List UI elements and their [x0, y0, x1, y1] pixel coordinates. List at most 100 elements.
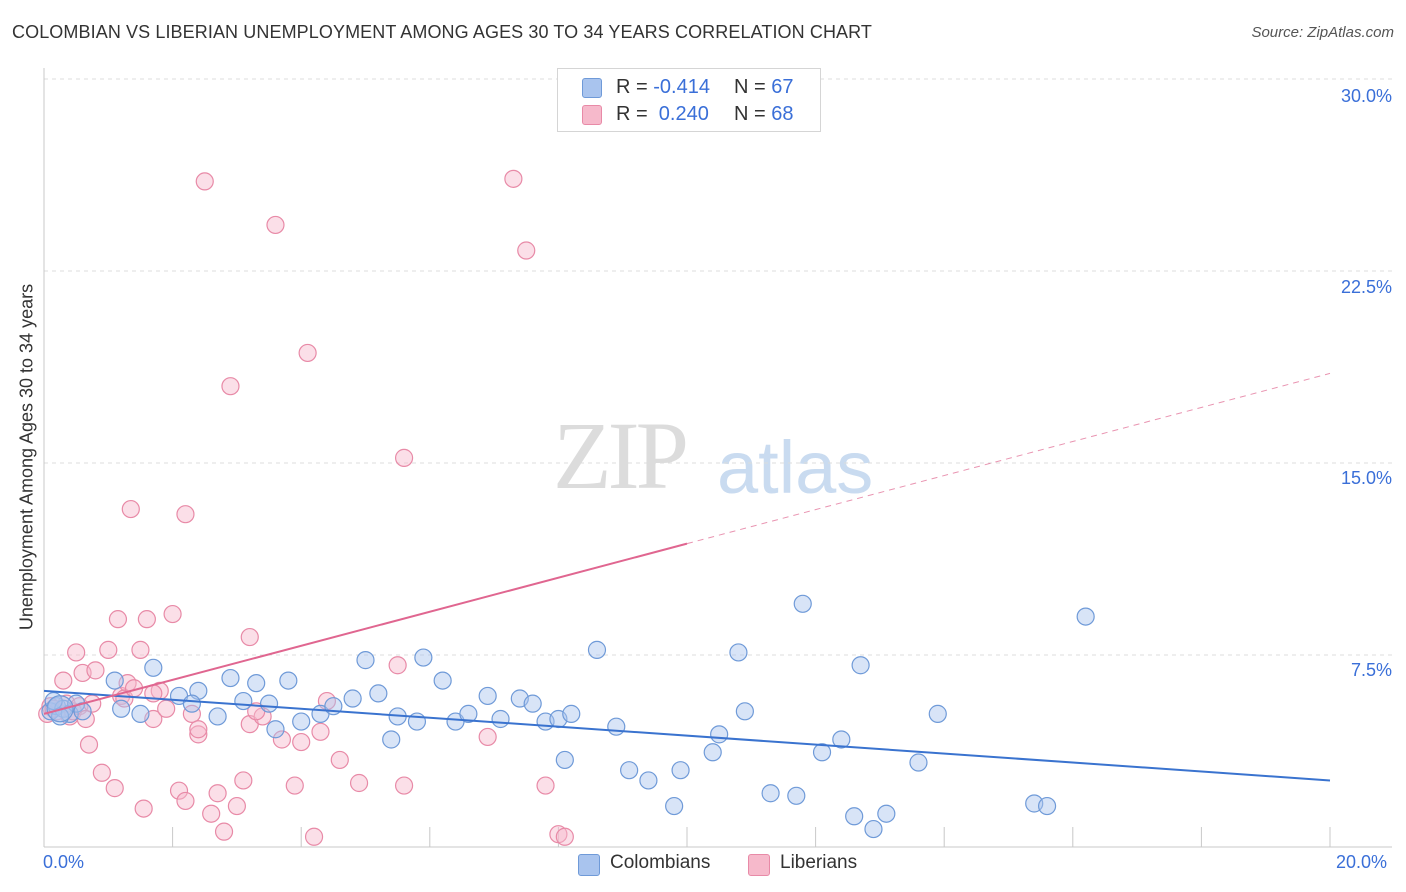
colombians-point: [877, 804, 896, 823]
y-axis-label: Unemployment Among Ages 30 to 34 years: [16, 283, 37, 631]
liberians-point: [208, 784, 227, 803]
liberians-point: [99, 640, 118, 659]
colombians-swatch: [578, 854, 600, 876]
colombians-point: [491, 709, 510, 729]
liberians-point: [285, 776, 304, 795]
liberians-point: [86, 661, 105, 680]
colombians-points: [41, 594, 1095, 839]
colombians-point: [279, 671, 298, 690]
liberians-point: [176, 791, 195, 811]
colombians-point: [459, 704, 478, 723]
liberians-point: [202, 804, 221, 823]
liberians-point: [504, 169, 523, 188]
colombians-point: [787, 786, 806, 805]
correlation-legend: R = -0.414 N = 67 R = 0.240 N = 68: [557, 68, 821, 132]
colombians-point: [587, 640, 607, 659]
liberians-trend-extension: [686, 372, 1331, 545]
legend-r: R = -0.414: [616, 76, 710, 98]
colombians-point: [356, 651, 375, 670]
y-tick-label: 7.5%: [1350, 660, 1392, 680]
colombians-point: [665, 796, 684, 816]
x-tick-label-min: 0.0%: [43, 852, 85, 872]
colombians-point: [523, 694, 542, 713]
liberians-point: [108, 610, 128, 629]
liberians-point: [169, 781, 189, 800]
colombians-point: [620, 761, 639, 780]
colombians-point: [555, 750, 574, 770]
colombians-point: [414, 648, 433, 667]
legend-r: R = 0.240: [616, 103, 709, 125]
grid-lines: [44, 78, 1392, 656]
liberians-point: [349, 773, 369, 793]
colombians-point: [144, 658, 163, 677]
colombians-point: [382, 730, 401, 749]
colombians-trend-line: [43, 689, 1331, 782]
liberians-point: [79, 735, 99, 754]
colombians-point: [639, 771, 658, 790]
colombians-point: [131, 704, 150, 723]
colombians-point: [369, 684, 388, 703]
liberians-point: [131, 640, 150, 659]
liberians-point: [189, 725, 208, 744]
colombians-point: [259, 694, 279, 713]
colombians-point: [105, 671, 124, 690]
colombians-point: [343, 689, 362, 708]
liberians-point: [189, 720, 208, 739]
watermark-atlas: atlas: [717, 426, 874, 509]
colombians-point: [851, 656, 870, 675]
y-tick-label: 15.0%: [1340, 468, 1392, 488]
colombians-point: [812, 743, 832, 762]
colombians-point: [112, 699, 131, 718]
liberians-point: [240, 627, 259, 647]
colombians-point: [221, 668, 240, 688]
legend-label: Liberians: [780, 852, 858, 873]
liberians-point: [292, 732, 311, 752]
colombians-point: [562, 704, 581, 723]
liberians-point: [330, 750, 349, 770]
x-tick-label-max: 20.0%: [1336, 852, 1388, 872]
colombians-point: [845, 807, 864, 826]
trend-lines: [43, 372, 1331, 782]
liberians-point: [536, 776, 555, 795]
legend-n: N = 68: [734, 103, 794, 125]
source-label: Source: ZipAtlas.com: [1251, 24, 1394, 41]
liberians-point: [221, 377, 240, 396]
y-tick-label: 30.0%: [1340, 86, 1392, 106]
liberians-point: [134, 799, 153, 818]
liberians-point: [394, 448, 414, 467]
liberians-point: [517, 241, 536, 260]
liberians-point: [137, 610, 156, 629]
y-tick-label: 22.5%: [1340, 277, 1392, 297]
colombians-point: [234, 691, 253, 711]
liberians-point: [388, 656, 407, 675]
liberians-point: [54, 671, 73, 690]
colombians-point: [208, 707, 227, 726]
colombians-point: [433, 671, 452, 690]
colombians-point: [793, 594, 812, 613]
liberians-points: [38, 169, 574, 846]
liberians-point: [176, 505, 195, 524]
colombians-point: [710, 725, 729, 744]
liberians-point: [92, 763, 111, 782]
liberians-point: [105, 779, 124, 798]
liberians-point: [304, 827, 324, 846]
liberians-point: [234, 771, 253, 790]
colombians-point: [607, 717, 626, 736]
colombians-point: [729, 643, 748, 662]
colombians-point: [1076, 607, 1095, 626]
liberians-point: [272, 730, 292, 749]
watermark-zip: ZIP: [553, 402, 689, 509]
colombians-point: [909, 753, 928, 772]
liberians-point: [67, 643, 86, 662]
liberians-swatch: [748, 854, 770, 876]
liberians-point: [311, 722, 330, 741]
liberians-point: [298, 343, 317, 363]
liberians-point: [555, 827, 574, 846]
colombians-point: [292, 712, 311, 731]
colombians-point: [671, 761, 690, 780]
liberians-point: [163, 604, 182, 624]
liberians-point: [214, 822, 234, 841]
colombians-point: [266, 720, 285, 739]
liberians-trend-line: [43, 542, 688, 715]
